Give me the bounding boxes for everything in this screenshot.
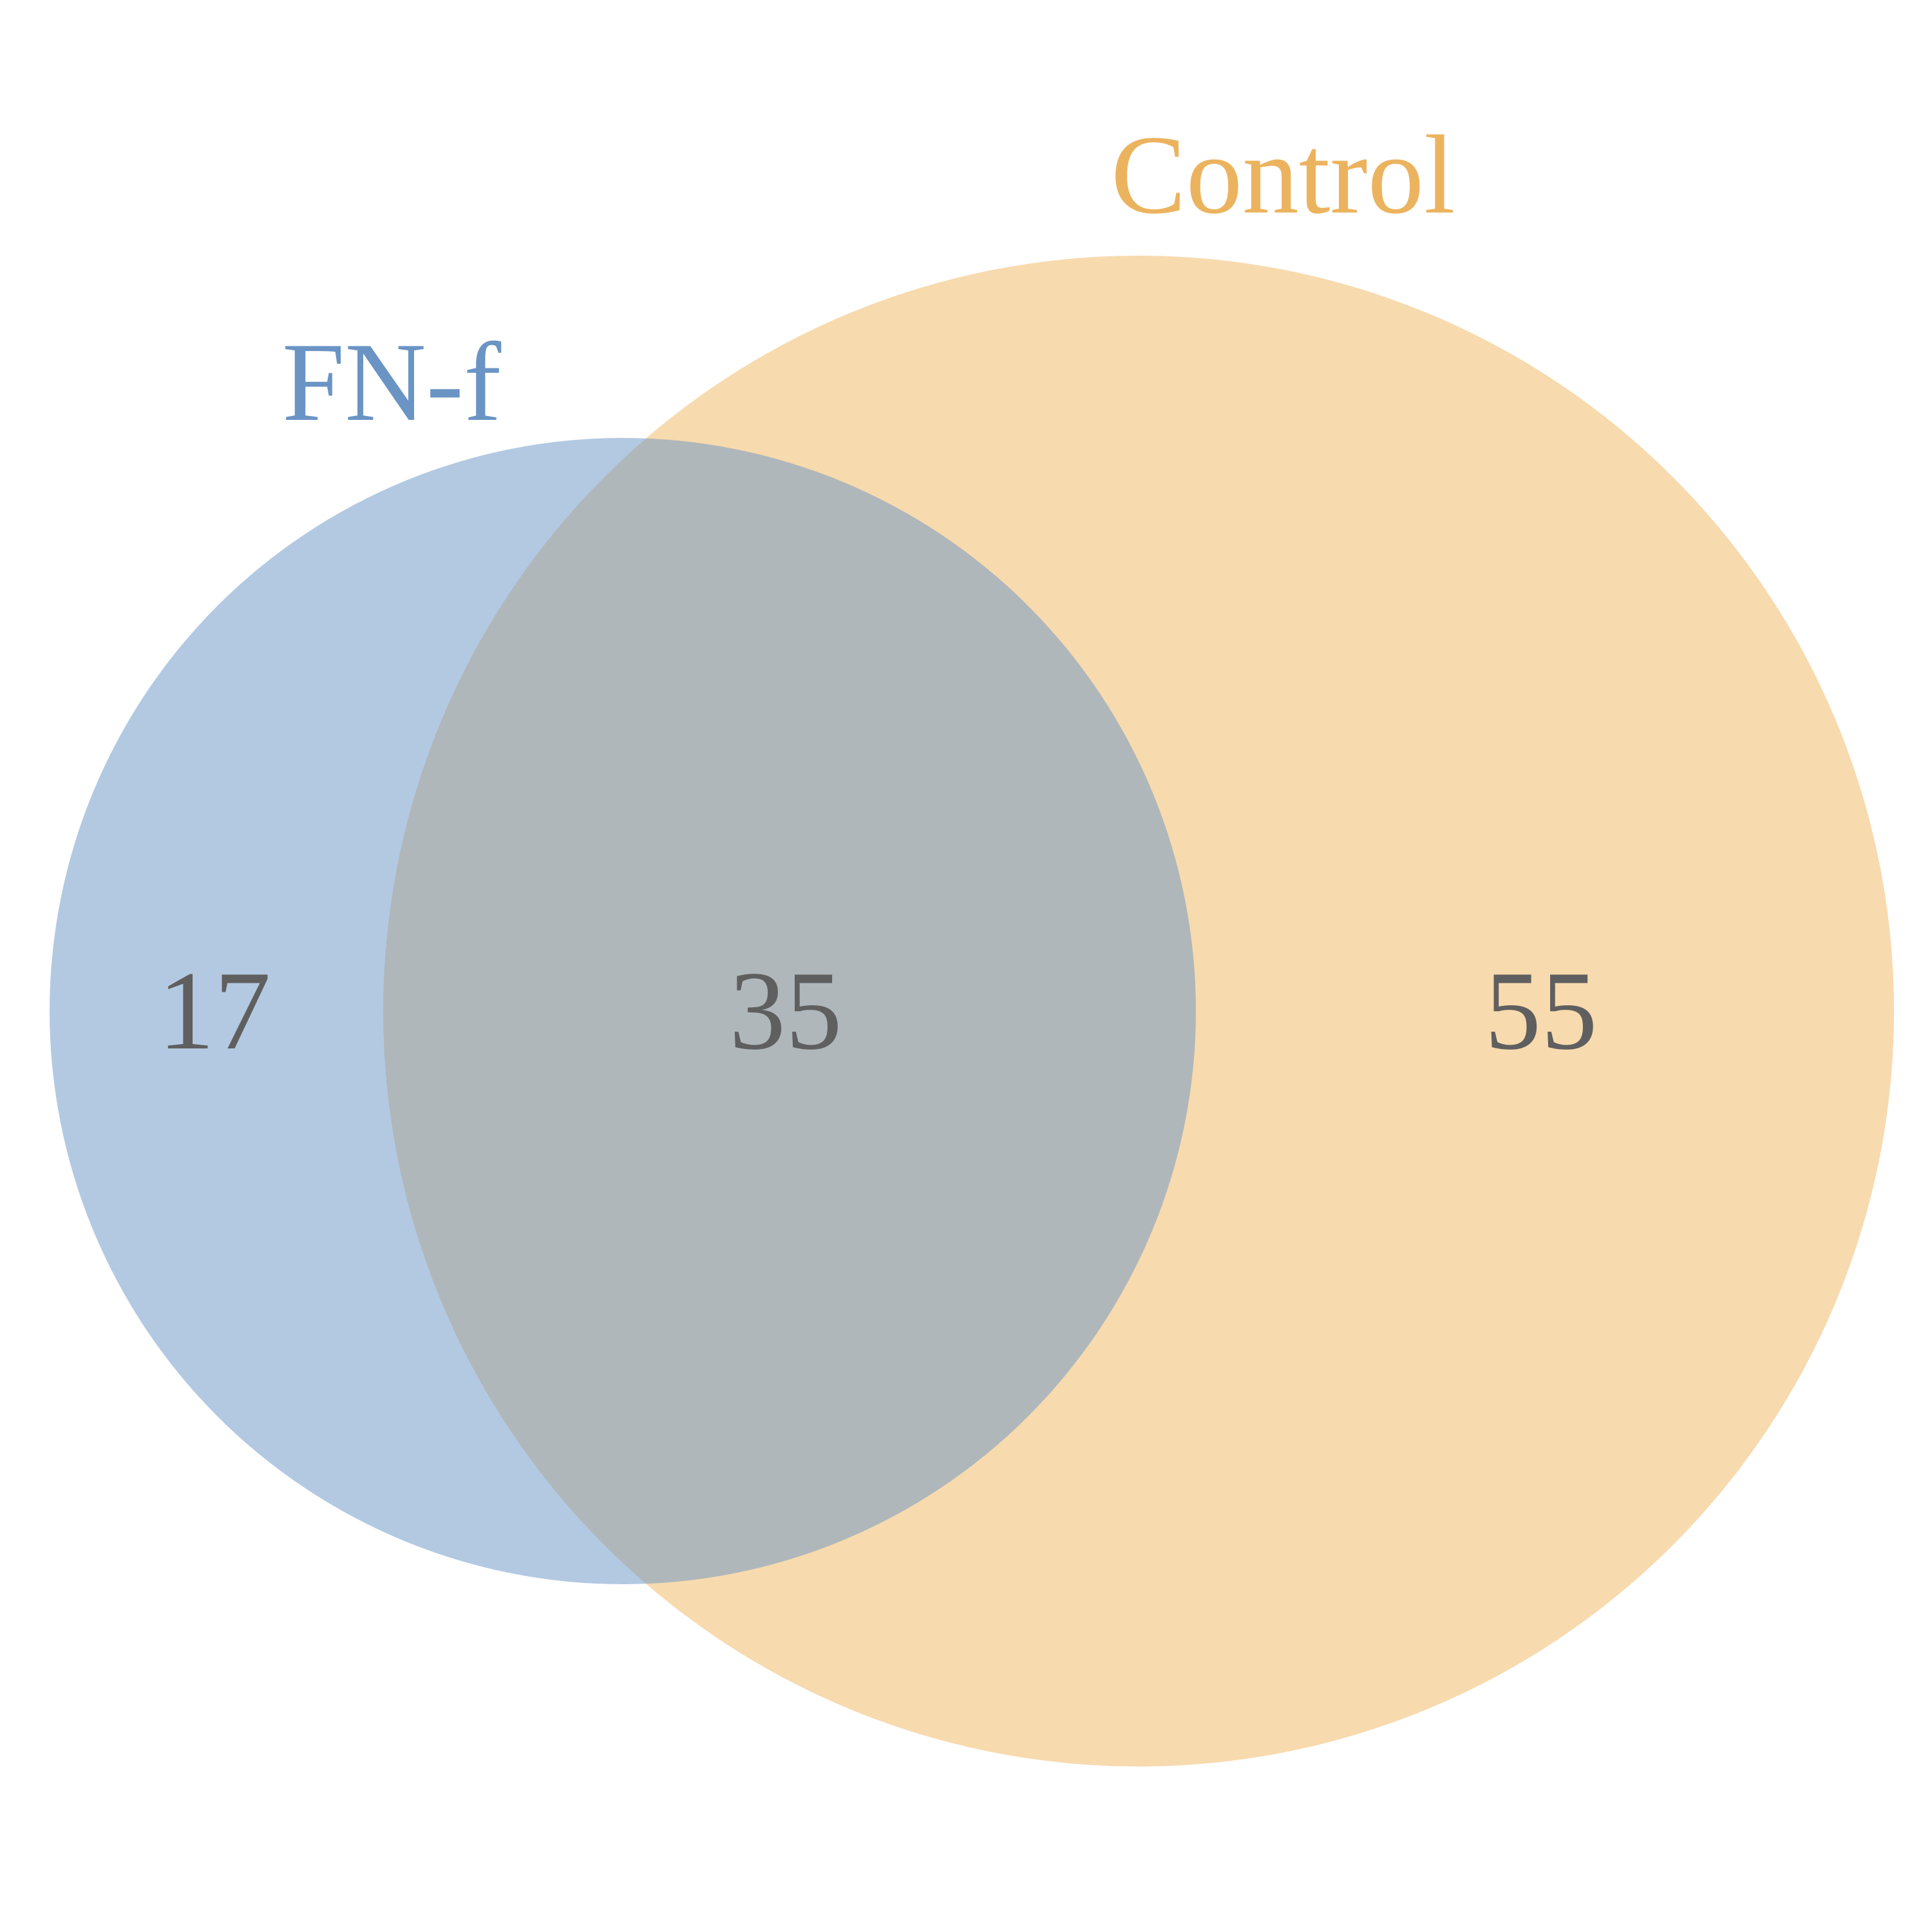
control-only-count: 55 (1485, 948, 1598, 1073)
intersection-count: 35 (730, 948, 842, 1073)
fnf-only-count: 17 (158, 948, 271, 1073)
fnf-set-label: FN-f (282, 319, 502, 444)
fnf-set-circle (50, 438, 1196, 1584)
control-set-label: Control (1111, 112, 1455, 237)
